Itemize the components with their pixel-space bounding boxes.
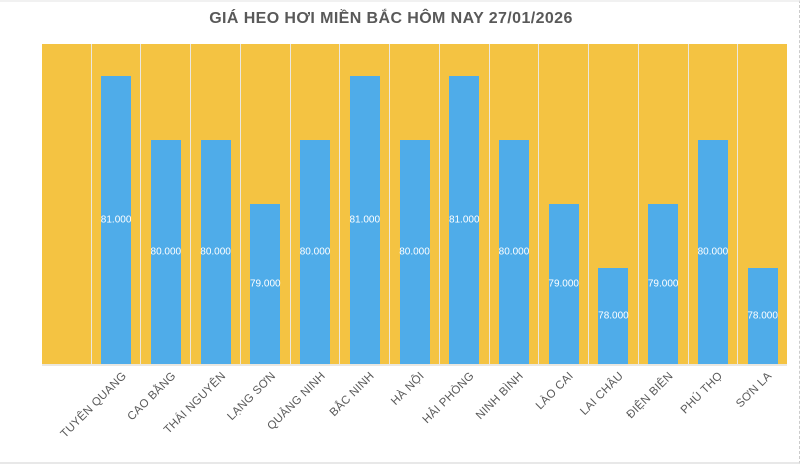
bar-slot-bắc-ninh: 81.000 [339,44,389,364]
bar-value-label: 81.000 [448,214,480,226]
empty-slot [42,44,91,364]
x-axis-labels: TUYÊN QUANG CAO BẰNG THÁI NGUYÊN LẠNG SƠN QU… [42,370,787,462]
bar-value-label: 81.000 [349,214,381,226]
bar-slot-lào-cai: 79.000 [538,44,588,364]
x-axis-label-hải-phòng: HẢI PHÒNG [420,370,477,427]
x-axis-label-ninh-bình: NINH BÌNH [474,370,527,422]
bar-thái-nguyên: 80.000 [200,140,231,364]
x-axis-label-tuyên-quang: TUYÊN QUANG [58,370,129,441]
bar-value-label: 80.000 [299,246,331,258]
bar-value-label: 79.000 [647,278,679,290]
x-axis-label-bắc-ninh: BẮC NINH [328,370,378,420]
bar-value-label: 80.000 [150,246,182,258]
x-axis-label-lai-châu: LAI CHÂU [577,370,626,418]
bar-slot-hải-phòng: 81.000 [438,44,489,364]
x-axis-label-lạng-sơn: LẠNG SƠN [225,370,278,423]
bar-slot-tuyên-quang: 81.000 [90,44,141,364]
bar-tuyên-quang: 81.000 [101,76,131,364]
bar-sơn-la: 78.000 [747,268,778,364]
bar-slot-hà-nội: 80.000 [389,44,439,364]
bar-slot-điện-biên: 79.000 [637,44,688,364]
bar-value-label: 78.000 [747,310,778,322]
bar-value-label: 80.000 [498,246,530,258]
bar-slot-sơn-la: 78.000 [737,44,787,364]
bar-hải-phòng: 81.000 [448,76,480,364]
bar-value-label: 79.000 [250,278,281,290]
bar-value-label: 80.000 [399,246,430,258]
x-axis-label-lào-cai: LÀO CAI [533,370,576,413]
bar-slot-lai-châu: 78.000 [588,44,638,364]
bar-value-label: 79.000 [548,278,579,290]
plot-area: 81.000 80.000 80.000 79.000 80.000 81.000 80.0… [42,44,787,366]
bar-quảng-ninh: 80.000 [300,140,330,364]
bar-điện-biên: 79.000 [648,204,678,364]
bar-value-label: 80.000 [697,246,729,258]
x-axis-label-sơn-la: SƠN LA [734,370,775,411]
bar-slot-cao-bằng: 80.000 [140,44,190,364]
bar-value-label: 78.000 [598,310,629,322]
bar-cao-bằng: 80.000 [151,140,181,364]
bar-slot-quảng-ninh: 80.000 [289,44,340,364]
bar-slot-lạng-sơn: 79.000 [239,44,290,364]
bar-ninh-bình: 80.000 [499,140,529,364]
bar-value-label: 81.000 [100,214,132,226]
bar-lạng-sơn: 79.000 [250,204,281,364]
x-axis-label-phú-thọ: PHÚ THỌ [678,370,725,417]
bar-lào-cai: 79.000 [548,204,579,364]
bar-phú-thọ: 80.000 [698,140,728,364]
x-axis-label-cao-bằng: CAO BẰNG [125,370,179,424]
bar-value-label: 80.000 [200,246,231,258]
bar-hà-nội: 80.000 [399,140,430,364]
bar-slot-ninh-bình: 80.000 [488,44,539,364]
bar-lai-châu: 78.000 [598,268,629,364]
x-axis-label-điện-biên: ĐIỆN BIÊN [624,370,676,422]
x-axis-label-hà-nội: HÀ NỘI [389,370,427,408]
chart-title: GIÁ HEO HƠI MIỀN BẮC HÔM NAY 27/01/2026 [209,10,573,27]
bar-bắc-ninh: 81.000 [349,76,381,364]
bar-slot-phú-thọ: 80.000 [687,44,738,364]
bar-slot-thái-nguyên: 80.000 [190,44,240,364]
